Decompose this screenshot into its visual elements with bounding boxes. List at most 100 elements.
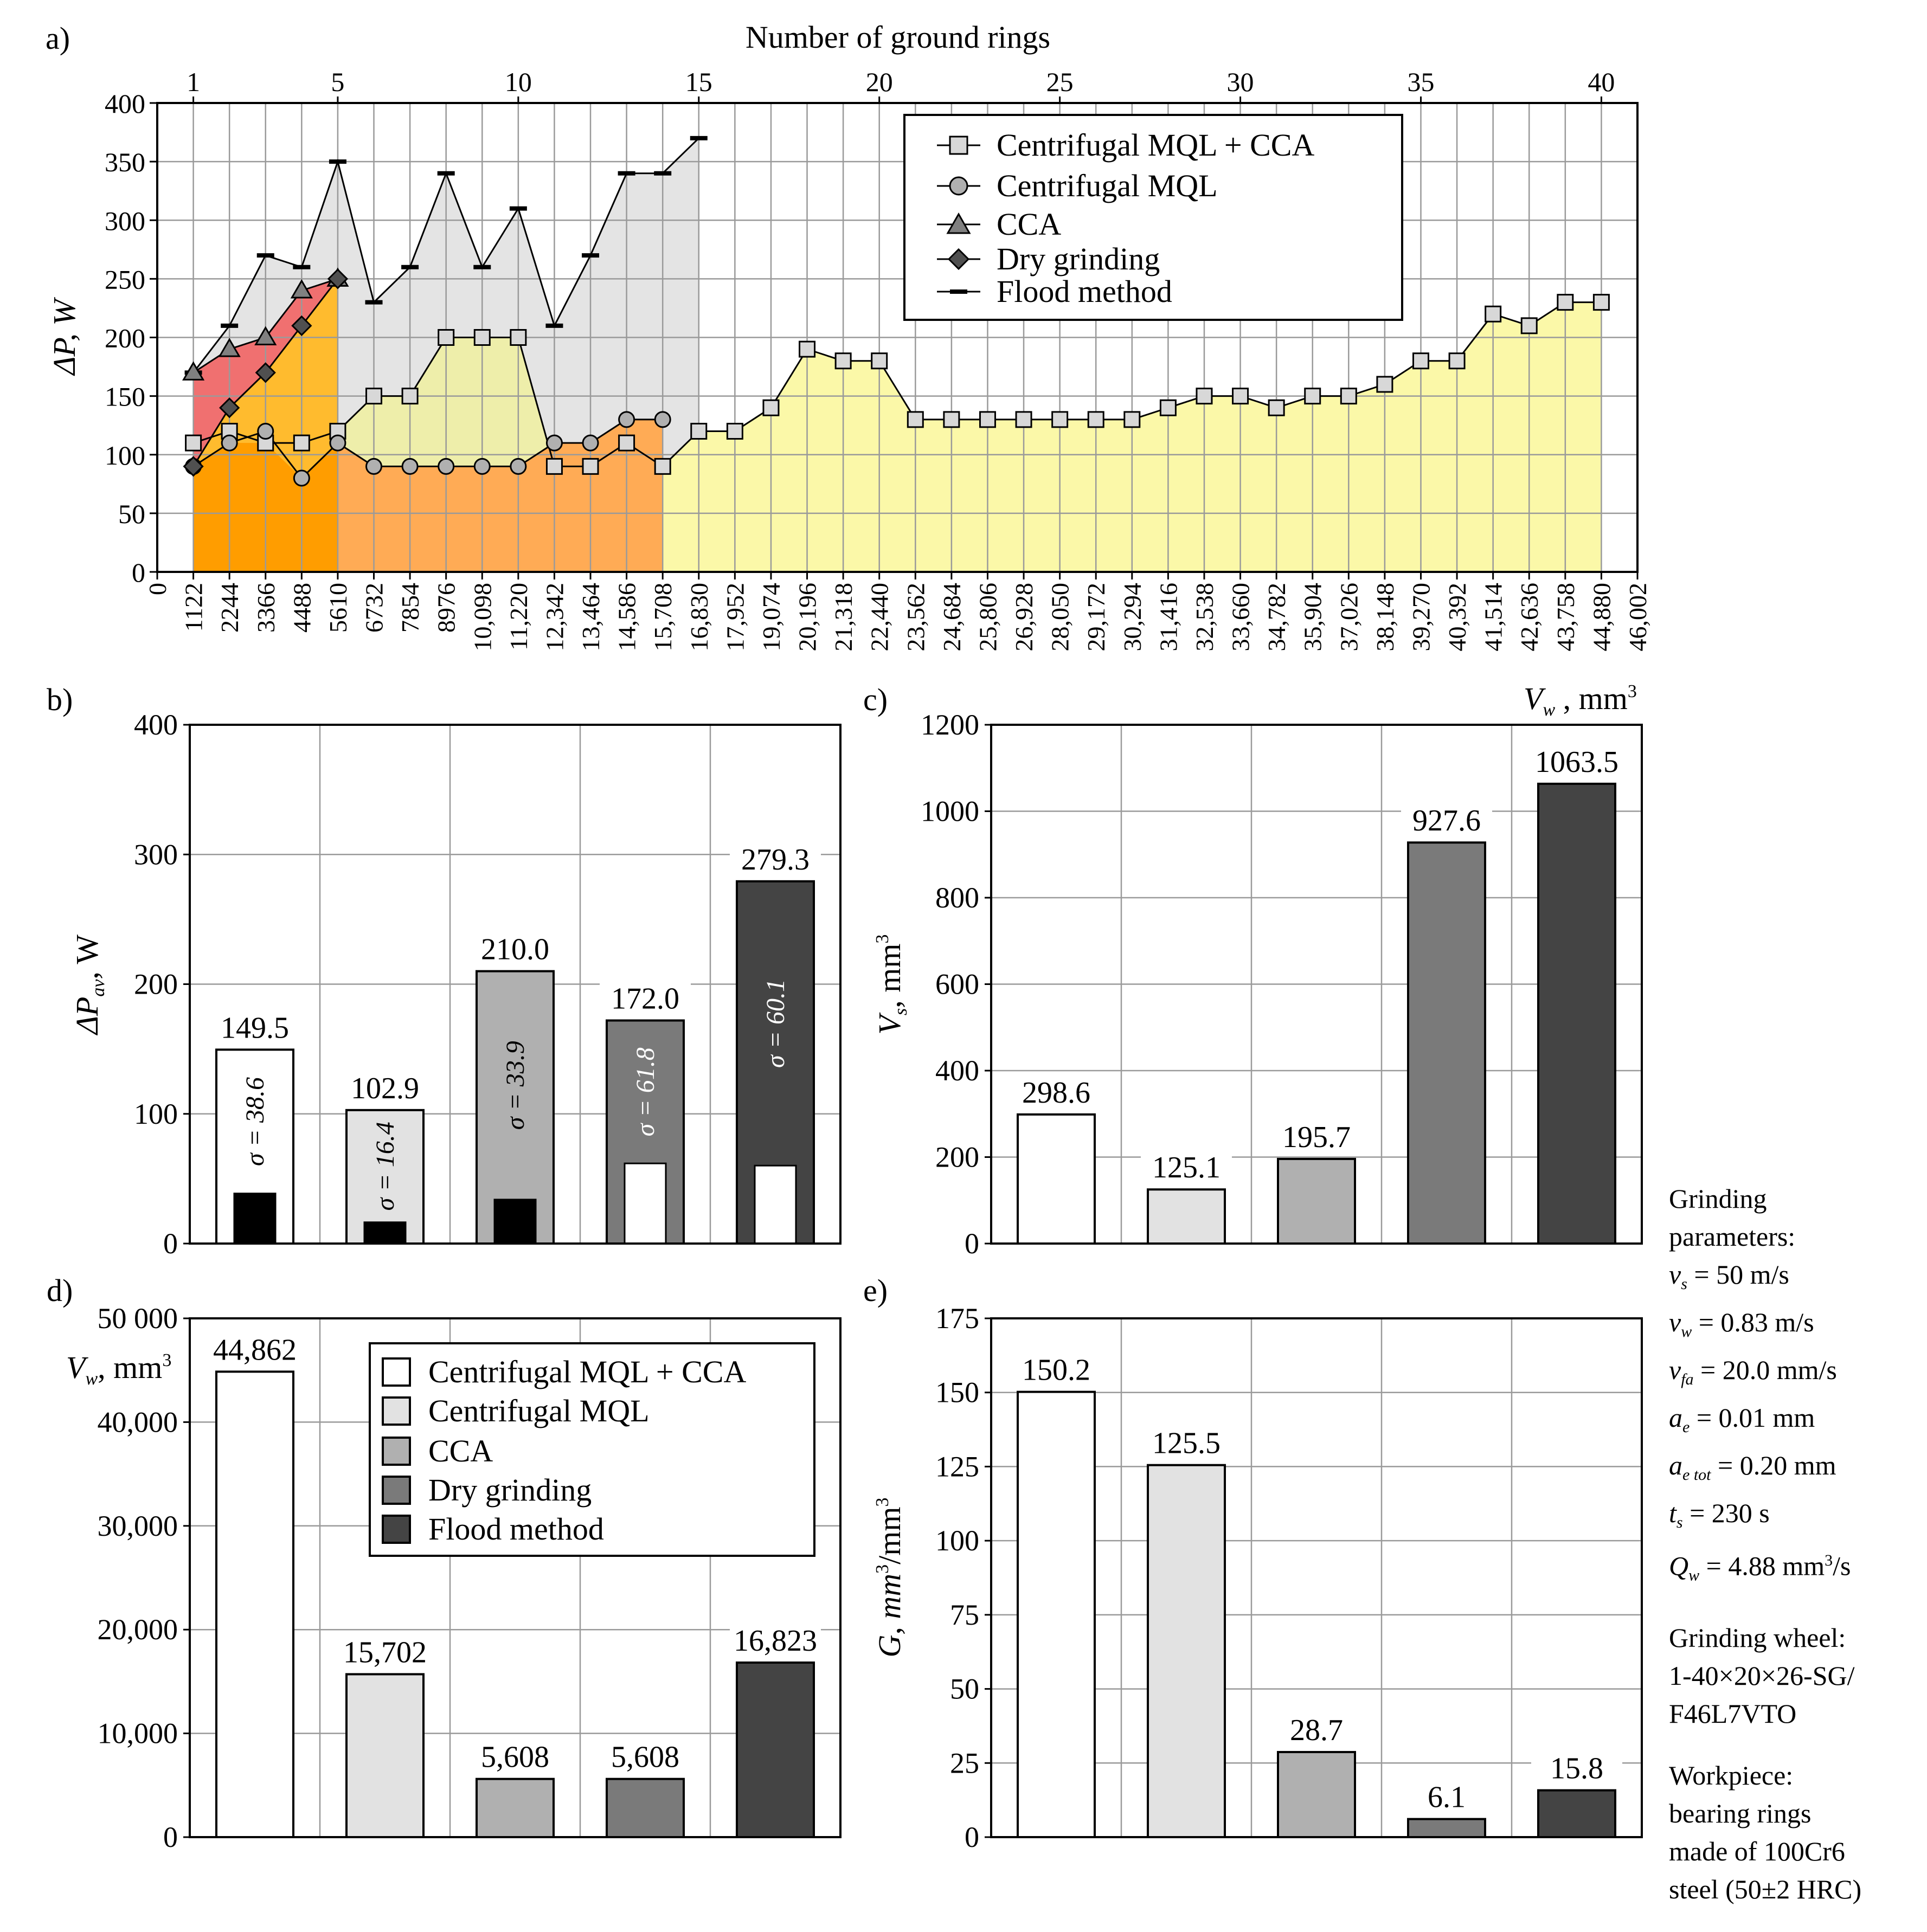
panel-a-top-tick-label: 35: [1407, 67, 1434, 97]
panel-a-x-ticks: 0 1122 2244 3366 4488 5610 6732 7854 8976 10,098 1…: [144, 572, 1652, 652]
panel-c-value-label-bg: [1011, 1076, 1102, 1108]
panel-c-value-label-flood: 1063.5: [1535, 745, 1618, 779]
panel-d-plot-frame: [189, 1317, 842, 1838]
panel-a-xtick-label: 25,806: [974, 583, 1001, 652]
legend-label-dry: Dry grinding: [997, 241, 1160, 276]
panel-e-bars: 150.2 125.5 28.7 6.1 15.8: [1011, 1354, 1622, 1839]
panel-d-value-label-mql: 15,702: [343, 1635, 427, 1669]
panel-a-xtick-label: 39,270: [1407, 583, 1435, 652]
panel-e-bar-cca: [1277, 1751, 1356, 1838]
panel-a-top-tick-label: 20: [866, 67, 893, 97]
legend-d-label-mql: Centrifugal MQL: [428, 1393, 650, 1428]
panel-a-ytick-label: 350: [105, 147, 145, 177]
marker-centrifugal-mql-cca: [1448, 352, 1466, 370]
marker-dry-grinding: [291, 315, 312, 336]
panel-a-xtick-label: 20,196: [794, 583, 821, 652]
legend-triangle-marker-icon: [946, 212, 971, 234]
panel-d-bars: 44,862 15,702 5,608 5,608 16,823: [209, 1333, 821, 1839]
marker-centrifugal-mql-cca: [799, 340, 816, 358]
param-vfa: vfa = 20.0 mm/s: [1669, 1351, 1924, 1399]
panel-a-xtick-label: 40,392: [1443, 583, 1471, 652]
wheel-line-2: F46L7VTO: [1669, 1698, 1797, 1729]
marker-centrifugal-mql-cca: [1196, 388, 1213, 405]
marker-centrifugal-mql-cca: [1051, 411, 1069, 428]
panel-a-top-tick-label: 15: [685, 67, 712, 97]
marker-centrifugal-mql: [654, 411, 671, 428]
marker-centrifugal-mql-cca: [1340, 388, 1357, 405]
panel-b-value-label-mql: 102.9: [351, 1072, 419, 1105]
marker-centrifugal-mql-cca: [1304, 388, 1321, 405]
marker-centrifugal-mql-cca: [185, 434, 202, 452]
panel-b-sigma-bar-dry: [624, 1162, 667, 1245]
marker-centrifugal-mql-cca: [654, 458, 671, 475]
marker-centrifugal-mql: [257, 423, 274, 440]
param-ts: ts = 230 s: [1669, 1494, 1924, 1542]
panel-b: b) 149.5 σ = 38.6 102.9 σ = 16.4 210.0 σ = 33…: [47, 682, 842, 1260]
legend-label-mql-cca: Centrifugal MQL + CCA: [997, 127, 1314, 163]
panel-a-xtick-label: 42,636: [1515, 583, 1543, 652]
marker-centrifugal-mql-cca: [1159, 399, 1177, 416]
panel-d-label: d): [47, 1273, 73, 1308]
panel-b-sigma-bar-mql: [363, 1221, 407, 1245]
panel-a-x-axis-label-unit: , mm: [1555, 681, 1628, 716]
panel-c-y-axis-label-symbol: V: [872, 1012, 907, 1034]
panel-a-xtick-label: 21,318: [830, 583, 857, 652]
param-vs-sub: s: [1681, 1275, 1687, 1293]
marker-centrifugal-mql: [618, 411, 635, 428]
panel-a-xtick-label: 14,586: [613, 583, 641, 652]
panel-a-ytick-label: 100: [105, 440, 145, 471]
figure: a) Number of ground rings 05010015020025…: [46, 20, 1652, 1853]
legend-d-label-flood: Flood method: [428, 1511, 604, 1547]
panel-d-legend-frame: [369, 1342, 815, 1557]
param-qw-tail: /s: [1833, 1550, 1851, 1581]
marker-dry-grinding: [327, 268, 349, 289]
panel-d-y-axis-label-unit: , mm: [98, 1350, 162, 1385]
panel-e-value-label-bg: [1271, 1714, 1362, 1746]
panel-c: c) 298.6 125.1 195.7 927.6 1063.5 0 200 400 600…: [863, 682, 1643, 1260]
panel-c-bar-flood: [1537, 782, 1616, 1245]
panel-a-xtick-label: 43,758: [1552, 583, 1579, 652]
panel-e-ytick-label: 125: [935, 1450, 979, 1483]
panel-a-y-axis-label: ΔP, W: [47, 297, 82, 376]
marker-centrifugal-mql-cca: [762, 399, 780, 416]
panel-b-value-label-bg: [470, 933, 561, 965]
marker-centrifugal-mql-cca: [1268, 399, 1285, 416]
panel-b-value-label-flood: 279.3: [741, 843, 810, 877]
marker-centrifugal-mql-cca: [473, 329, 491, 346]
param-qw-sym: Q: [1669, 1550, 1689, 1581]
panel-d: d) 44,862 15,702 5,608 5,608 16,823 0 10,000 2…: [47, 1273, 842, 1853]
panel-a-xtick-label: 2244: [216, 583, 243, 633]
marker-centrifugal-mql-cca: [834, 352, 852, 370]
panel-e-ytick-label: 175: [935, 1302, 979, 1335]
panel-d-ytick-label: 40,000: [98, 1406, 178, 1438]
panel-b-value-label-bg: [339, 1072, 431, 1104]
panel-e-bar-flood: [1537, 1789, 1616, 1839]
panel-d-y-axis-label-sup: 3: [162, 1350, 171, 1370]
panel-a-top-axis-title: Number of ground rings: [746, 20, 1050, 55]
panel-b-ytick-label: 100: [134, 1098, 178, 1130]
marker-centrifugal-mql: [473, 458, 491, 475]
panel-a-top-tick-label: 30: [1227, 67, 1254, 97]
legend-swatch-cca-icon: [382, 1437, 411, 1466]
panel-b-bars: 149.5 σ = 38.6 102.9 σ = 16.4 210.0 σ = 33.9 1…: [209, 843, 821, 1245]
panel-a-xtick-label: 23,562: [902, 583, 929, 652]
line-centrifugal-mql-cca: [193, 301, 1602, 468]
panel-a-xtick-label: 16,830: [685, 583, 713, 652]
panel-b-label: b): [47, 682, 73, 717]
panel-a-xtick-label: 37,026: [1335, 583, 1363, 652]
panel-a-ytick-label: 0: [132, 557, 145, 588]
panel-d-value-label-bg: [209, 1334, 300, 1366]
panel-c-bar-mql: [1147, 1188, 1226, 1245]
marker-centrifugal-mql-cca: [293, 434, 310, 452]
panel-a-xtick-label: 29,172: [1082, 583, 1110, 652]
panel-a-xtick-label: 17,952: [721, 583, 749, 652]
marker-centrifugal-mql-cca: [871, 352, 888, 370]
panel-c-value-label-mql-cca: 298.6: [1022, 1076, 1090, 1110]
panel-a-xtick-label: 19,074: [757, 583, 785, 652]
panel-a-xtick-label: 0: [144, 583, 171, 595]
panel-a-xtick-label: 46,002: [1624, 583, 1652, 652]
panel-c-bar-dry: [1407, 841, 1486, 1245]
panel-a-xtick-label: 1122: [180, 583, 208, 632]
panel-c-ytick-label: 1000: [921, 795, 979, 828]
marker-centrifugal-mql-cca: [401, 388, 419, 405]
